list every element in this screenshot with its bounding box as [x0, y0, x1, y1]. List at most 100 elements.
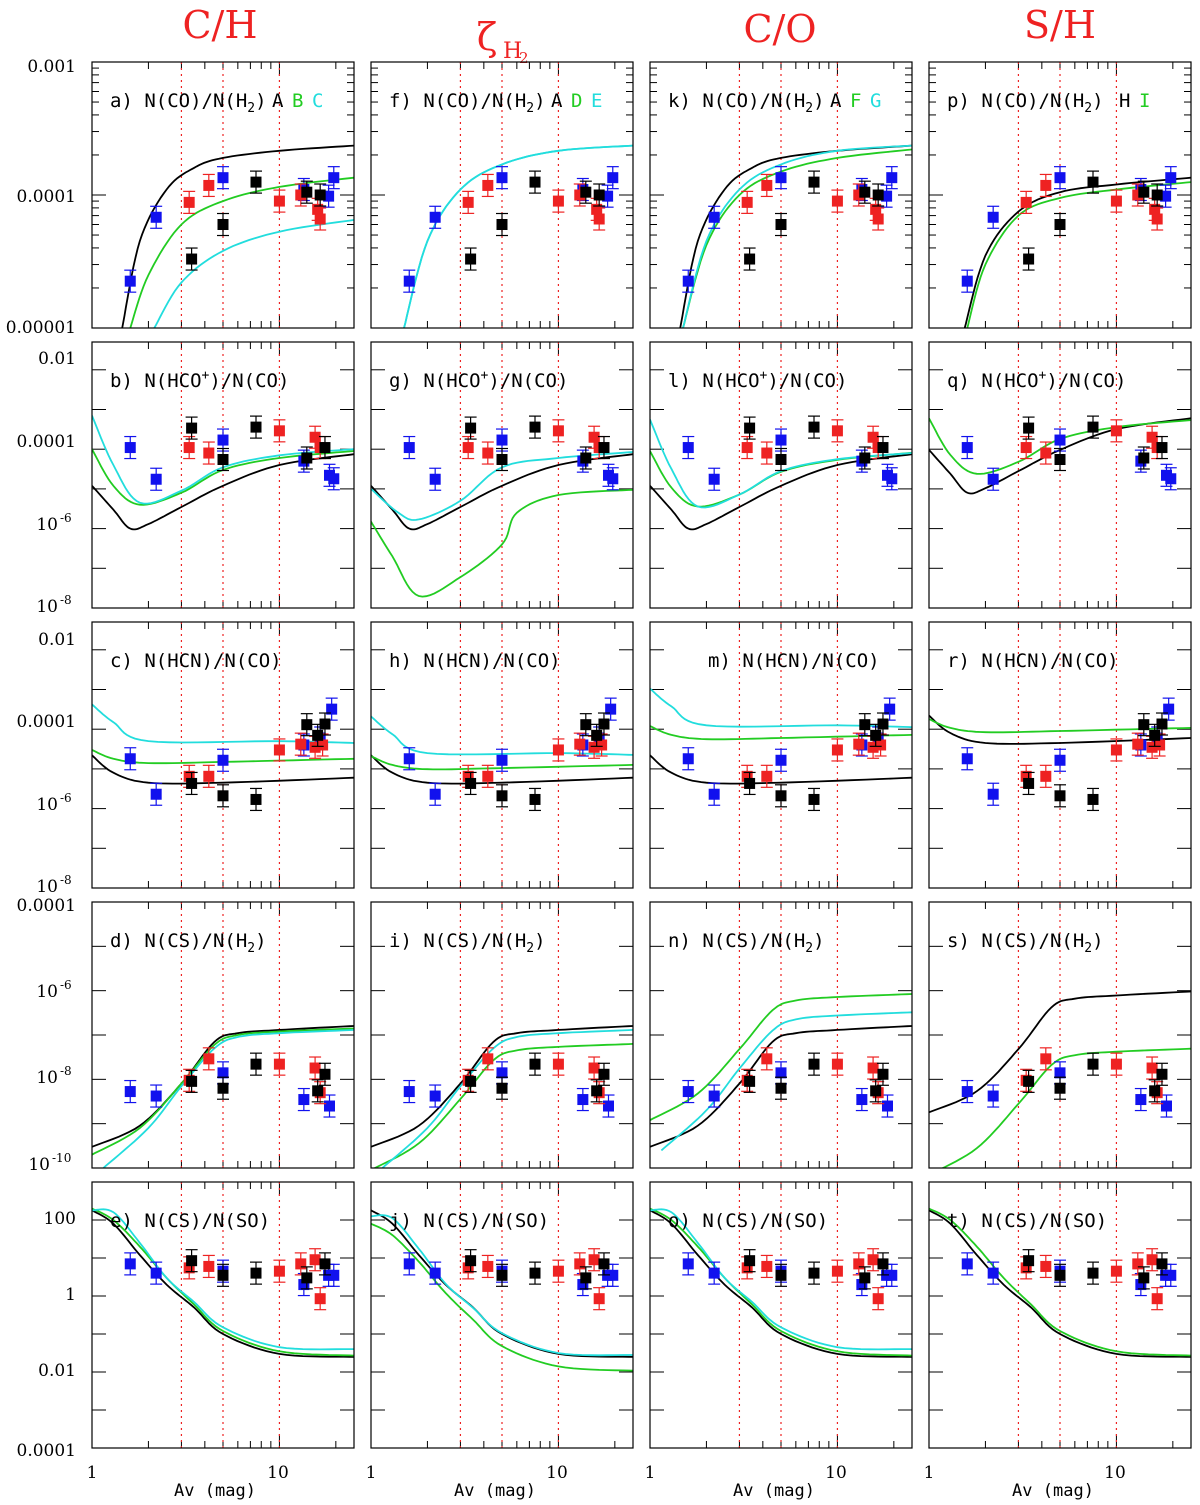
data-point-red	[853, 189, 865, 201]
panel-label-subscript: 2	[526, 101, 534, 116]
model-curve-black	[92, 754, 354, 785]
model-curve-green	[650, 993, 912, 1121]
data-point-blue	[708, 788, 720, 800]
col-title-zeta-symbol: ζ	[477, 15, 498, 59]
data-point-red	[273, 744, 285, 756]
model-curve-black	[650, 754, 912, 785]
panel-frame	[370, 1181, 634, 1449]
panel-label-tail: )	[813, 90, 824, 112]
data-point-red	[203, 1260, 215, 1272]
data-point-red	[1110, 1265, 1122, 1277]
data-point-blue	[217, 172, 229, 184]
observations	[961, 166, 1177, 293]
data-point-blue	[987, 1090, 999, 1102]
data-point-black	[319, 442, 331, 454]
data-point-black	[1023, 1075, 1035, 1087]
data-point-black	[250, 421, 262, 433]
data-point-black	[808, 176, 820, 188]
ytick-row2-1e-8-base: 10	[36, 877, 58, 897]
panel-label: q) N(HCO	[947, 370, 1039, 392]
data-point-red	[1154, 739, 1166, 751]
data-point-black	[744, 777, 756, 789]
ytick-row3-1e-10-exp: -10	[52, 1151, 71, 1165]
data-point-blue	[961, 275, 973, 287]
data-point-red	[867, 1062, 879, 1074]
data-point-blue	[1135, 1279, 1147, 1291]
model-curve-cyan	[650, 1208, 912, 1351]
panel-frame	[928, 621, 1192, 889]
model-legend-C: C	[312, 90, 323, 112]
ytick-row2-1e-2: 0.01	[38, 630, 76, 650]
data-point-blue	[429, 211, 441, 223]
data-point-black	[744, 253, 756, 265]
ytick-row3-1e-4: 0.0001	[17, 896, 76, 916]
panel-label-tail: )	[534, 930, 545, 952]
data-point-red	[761, 1053, 773, 1065]
panel-frame	[928, 341, 1192, 609]
data-point-red	[552, 1058, 564, 1070]
data-point-red	[183, 442, 195, 454]
panel-r3-c2: n) N(CS)/N(H 2)	[649, 901, 913, 1169]
data-point-blue	[403, 275, 415, 287]
data-point-black	[1087, 1267, 1099, 1279]
ytick-row2-1e-8-exp: -8	[60, 873, 72, 887]
data-point-red	[203, 770, 215, 782]
data-point-red	[183, 1262, 195, 1274]
ytick-row4-1e-2: 0.01	[38, 1361, 76, 1381]
col-title-zeta: ζ H 2	[477, 15, 529, 67]
data-point-black	[217, 1082, 229, 1094]
data-point-black	[496, 219, 508, 231]
data-point-red	[1110, 1058, 1122, 1070]
data-point-black	[465, 422, 477, 434]
data-point-red	[1146, 1062, 1158, 1074]
data-point-red	[462, 770, 474, 782]
data-point-black	[775, 219, 787, 231]
panel-r1-c1: g) N(HCO +)/N(CO)	[370, 341, 634, 609]
data-point-black	[580, 452, 592, 464]
panel-label: f) N(CO)/N(H	[389, 90, 526, 112]
data-point-blue	[886, 1269, 898, 1281]
data-point-blue	[884, 703, 896, 715]
model-legend-A: A	[830, 90, 842, 112]
observations	[124, 415, 340, 491]
xtick-c0-10: 10	[267, 1463, 289, 1483]
panel-label-subscript: 2	[1084, 941, 1092, 956]
data-point-black	[877, 442, 889, 454]
data-point-blue	[961, 753, 973, 765]
ytick-row3-1e-6: 10 -6	[36, 978, 71, 1002]
data-point-red	[741, 770, 753, 782]
panel-label: k) N(CO)/N(H	[668, 90, 805, 112]
data-point-blue	[328, 172, 340, 184]
data-point-blue	[708, 1267, 720, 1279]
observations	[961, 1047, 1173, 1118]
data-point-black	[529, 1267, 541, 1279]
data-point-black	[593, 189, 605, 201]
model-curves	[371, 715, 633, 785]
data-point-blue	[607, 1269, 619, 1281]
data-point-red	[1020, 1262, 1032, 1274]
model-curve-green	[129, 176, 354, 328]
data-point-red	[273, 195, 285, 207]
data-point-black	[465, 253, 477, 265]
data-point-red	[295, 1258, 307, 1270]
model-curve-black	[929, 990, 1191, 1114]
data-point-black	[775, 790, 787, 802]
ytick-row1-1e-8: 10 -8	[36, 593, 71, 617]
xtick-c0-1: 1	[87, 1463, 98, 1483]
model-curve-black	[92, 453, 354, 531]
panel-label-superscript: +	[481, 368, 489, 383]
data-point-blue	[1165, 473, 1177, 485]
observations	[682, 415, 898, 491]
model-legend-E: E	[591, 90, 602, 112]
panel-label: a) N(CO)/N(H	[110, 90, 247, 112]
data-point-blue	[403, 1086, 415, 1098]
model-curve-cyan	[92, 1208, 354, 1351]
data-point-blue	[496, 434, 508, 446]
data-point-black	[1156, 1068, 1168, 1080]
panel-label: p) N(CO)/N(H	[947, 90, 1084, 112]
panel-frame	[928, 901, 1192, 1169]
panel-label-tail: )	[255, 930, 266, 952]
data-point-red	[482, 1053, 494, 1065]
data-point-blue	[496, 754, 508, 766]
model-legend-A: A	[272, 90, 284, 112]
